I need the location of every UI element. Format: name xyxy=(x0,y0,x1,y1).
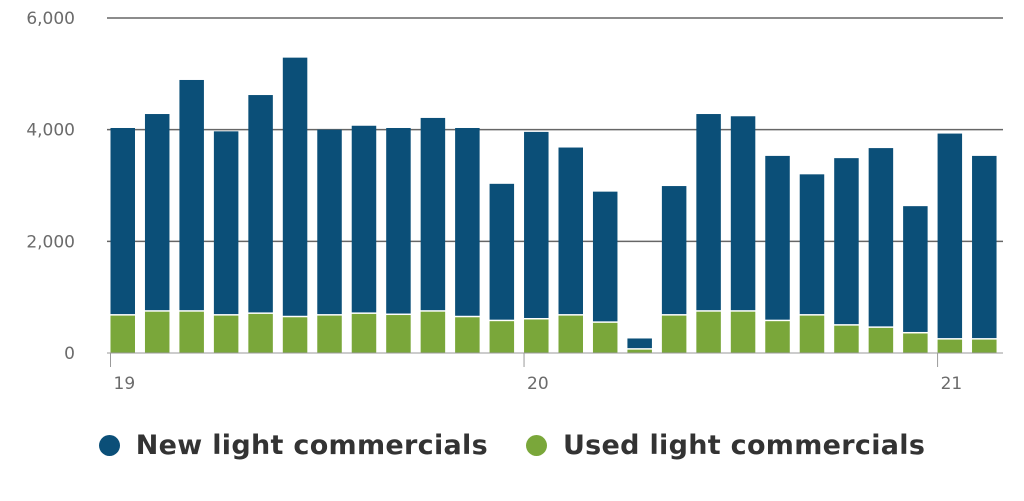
bar-new xyxy=(317,129,342,315)
x-tick-label: 20 xyxy=(527,374,549,394)
bar-used xyxy=(661,315,687,353)
legend-marker-new xyxy=(98,435,120,456)
y-tick-label: 6,000 xyxy=(26,9,75,29)
bar-new xyxy=(661,186,687,315)
x-tick-label: 19 xyxy=(114,374,136,394)
legend-label-used: Used light commercials xyxy=(562,430,926,461)
bar-used xyxy=(248,313,273,353)
y-tick-label: 2,000 xyxy=(26,232,75,252)
bar-new xyxy=(282,57,308,316)
bar-used xyxy=(489,321,515,353)
bar-new xyxy=(179,79,204,311)
bar-new xyxy=(386,127,411,314)
x-tick-label: 21 xyxy=(941,374,963,394)
bar-used xyxy=(868,327,894,353)
bar-used xyxy=(386,315,411,353)
bar-new xyxy=(144,114,170,311)
legend-label-new: New light commercials xyxy=(135,430,488,461)
y-tick-label: 0 xyxy=(64,344,75,364)
bar-new xyxy=(592,191,618,322)
bar-new xyxy=(627,338,652,349)
bar-new xyxy=(903,206,928,332)
bar-used xyxy=(696,311,721,353)
legend-marker-used xyxy=(525,435,547,456)
bar-used xyxy=(455,317,480,353)
bar-used xyxy=(351,313,377,353)
bar-new xyxy=(489,183,515,320)
bar-new xyxy=(558,147,583,315)
legend-item-used: Used light commercials xyxy=(525,430,926,461)
bar-new xyxy=(110,127,135,315)
bar-new xyxy=(868,148,894,327)
bar-new xyxy=(351,125,377,313)
bar-used xyxy=(972,339,997,353)
bar-new xyxy=(730,116,756,311)
bar-new xyxy=(524,131,549,318)
bar-new xyxy=(937,133,963,339)
bar-new xyxy=(972,155,997,339)
bar-new xyxy=(420,117,446,311)
bar-new xyxy=(455,127,480,316)
bar-used xyxy=(213,315,239,353)
bar-used xyxy=(179,311,204,353)
stacked-bar-chart: 0 2,000 4,000 6,000 19 20 21 xyxy=(26,9,1003,394)
bar-used xyxy=(799,315,825,353)
bar-used xyxy=(317,315,342,353)
bar-used xyxy=(765,321,790,353)
bar-used xyxy=(110,315,135,353)
bar-used xyxy=(558,315,583,353)
bar-used xyxy=(903,333,928,353)
legend: New light commercials Used light commerc… xyxy=(0,430,1024,461)
bar-new xyxy=(765,155,790,320)
bar-used xyxy=(144,311,170,353)
bar-used xyxy=(937,339,963,353)
bar-used xyxy=(730,311,756,353)
legend-item-new: New light commercials xyxy=(98,430,488,461)
bar-used xyxy=(592,322,618,353)
bar-used xyxy=(524,319,549,353)
bar-new xyxy=(834,158,859,325)
bar-used xyxy=(627,349,652,353)
y-tick-label: 4,000 xyxy=(26,121,75,141)
bar-new xyxy=(248,95,273,313)
bar-new xyxy=(213,131,239,315)
bar-new xyxy=(799,174,825,315)
bar-used xyxy=(834,325,859,353)
bar-used xyxy=(282,317,308,353)
bar-new xyxy=(696,114,721,311)
bar-used xyxy=(420,311,446,353)
